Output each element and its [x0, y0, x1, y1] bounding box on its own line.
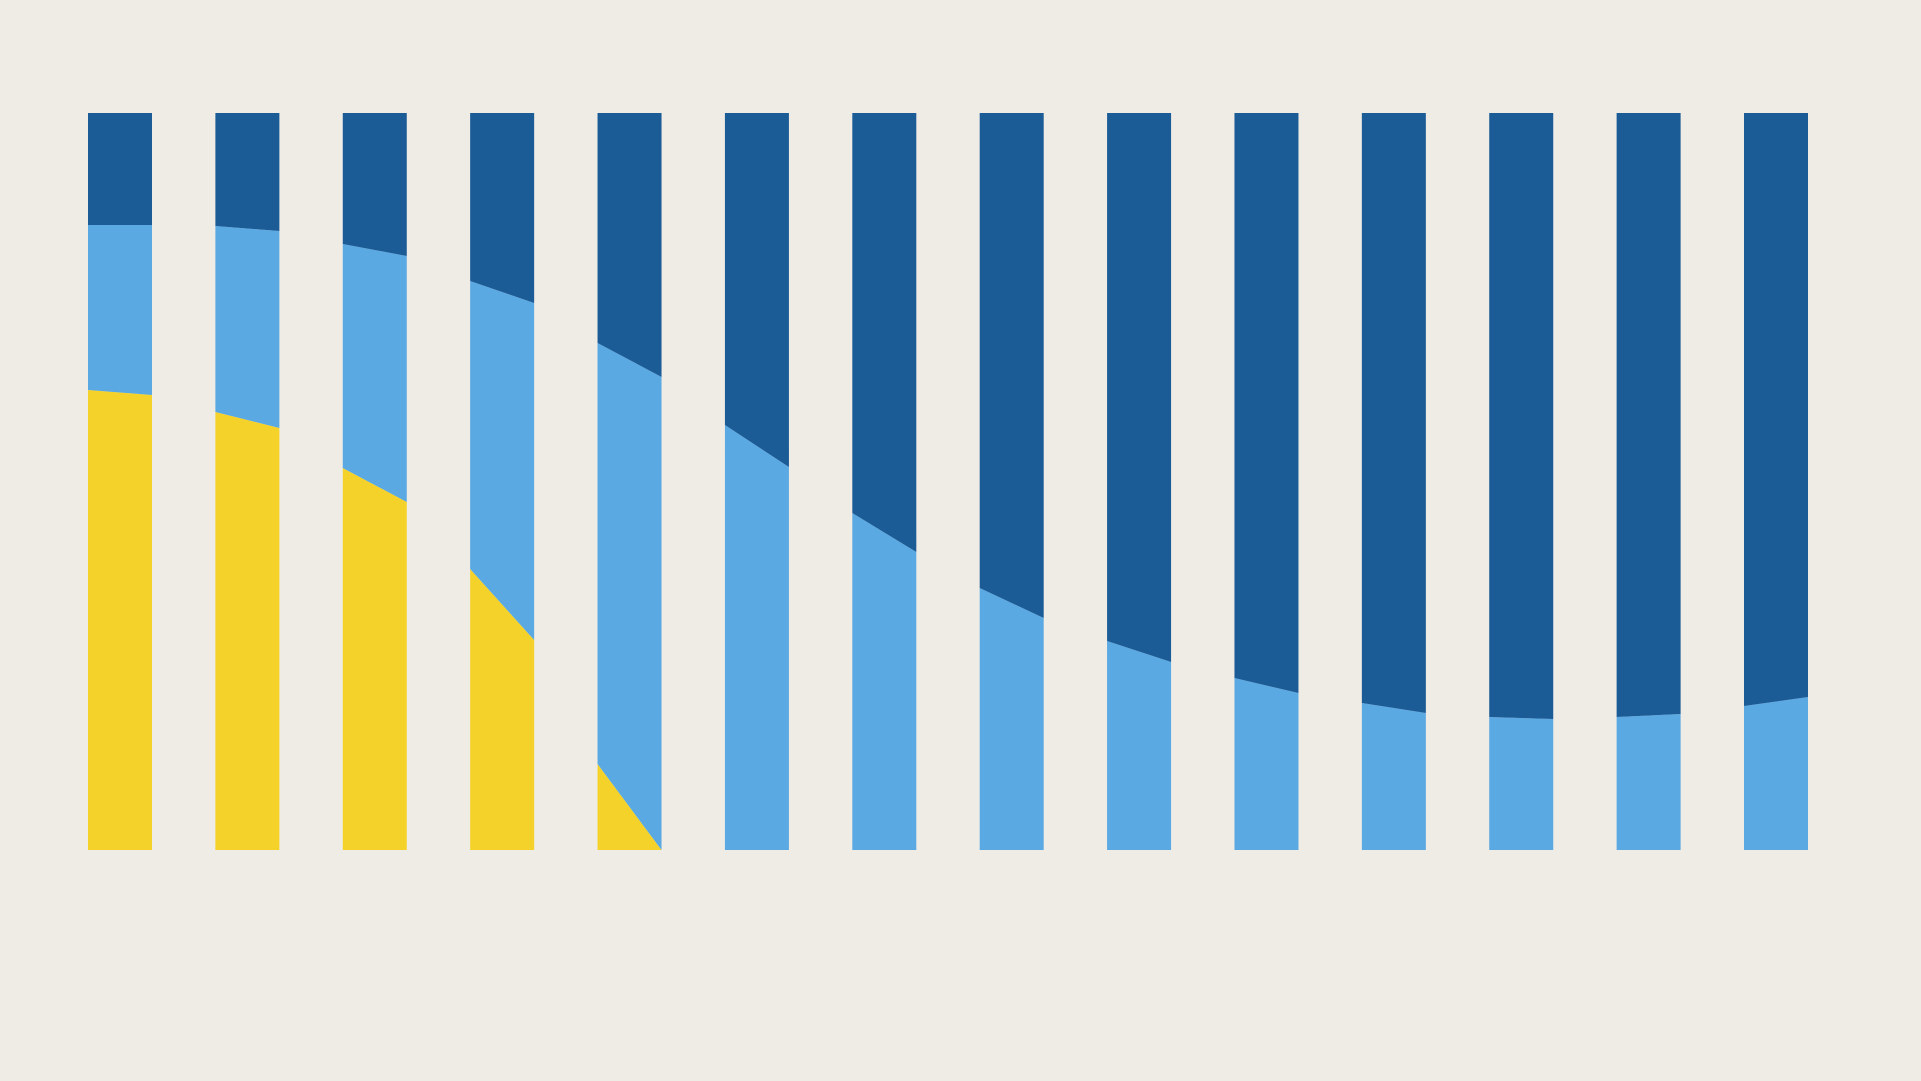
- bar: [980, 113, 1044, 850]
- bar: [852, 113, 916, 850]
- segment-dark-blue: [1234, 113, 1298, 693]
- bar: [343, 113, 407, 850]
- segment-dark-blue: [1107, 113, 1171, 662]
- segment-dark-blue: [1489, 113, 1553, 719]
- segment-light-blue: [852, 513, 916, 850]
- segment-light-blue: [215, 226, 279, 428]
- segment-dark-blue: [215, 113, 279, 231]
- segment-light-blue: [725, 425, 789, 850]
- bar: [1234, 113, 1298, 850]
- bar: [215, 113, 279, 850]
- segment-dark-blue: [88, 113, 152, 225]
- segment-dark-blue: [852, 113, 916, 552]
- bar: [1489, 113, 1553, 850]
- bar: [725, 113, 789, 850]
- segment-light-blue: [980, 588, 1044, 850]
- bar: [1107, 113, 1171, 850]
- segment-dark-blue: [1617, 113, 1681, 717]
- segment-light-blue: [88, 225, 152, 395]
- segment-yellow: [88, 390, 152, 850]
- segment-dark-blue: [1744, 113, 1808, 706]
- segment-light-blue: [1744, 697, 1808, 850]
- segment-dark-blue: [598, 113, 662, 377]
- segment-light-blue: [1107, 641, 1171, 850]
- bar: [470, 113, 534, 850]
- segment-yellow: [215, 412, 279, 850]
- segment-light-blue: [1234, 678, 1298, 850]
- bar: [88, 113, 152, 850]
- stacked-area-bar-chart: [0, 0, 1921, 1081]
- segment-light-blue: [598, 343, 662, 850]
- bar: [1744, 113, 1808, 850]
- segment-dark-blue: [1362, 113, 1426, 713]
- bar: [1617, 113, 1681, 850]
- segment-light-blue: [343, 244, 407, 502]
- segment-light-blue: [1489, 717, 1553, 850]
- bar: [1362, 113, 1426, 850]
- segment-dark-blue: [470, 113, 534, 303]
- segment-dark-blue: [343, 113, 407, 256]
- segment-dark-blue: [725, 113, 789, 467]
- chart-svg: [0, 0, 1921, 1081]
- segment-light-blue: [1362, 703, 1426, 850]
- bar: [598, 113, 662, 850]
- segment-dark-blue: [980, 113, 1044, 618]
- segment-yellow: [343, 468, 407, 850]
- segment-light-blue: [1617, 714, 1681, 850]
